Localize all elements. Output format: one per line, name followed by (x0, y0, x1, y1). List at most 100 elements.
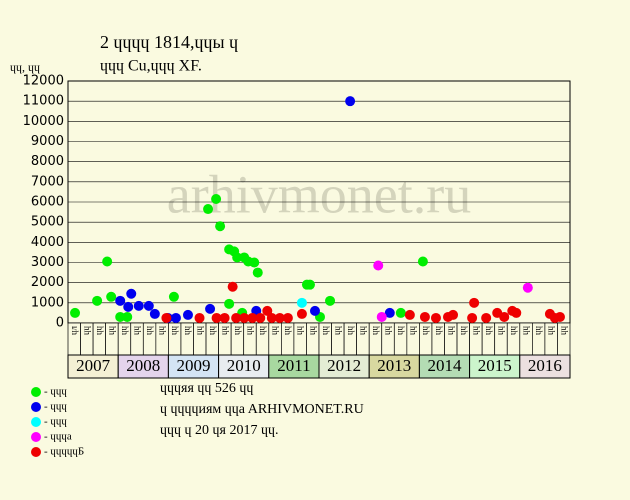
y-tick-label: 1000 (31, 295, 64, 310)
quarter-label: ɥɥ (457, 326, 467, 336)
x-tick-label: 2010 (227, 356, 261, 375)
point (296, 297, 307, 308)
note: ɥɥɥ ɥ 20 ɥя 2017 ɥɥ. (160, 423, 278, 438)
y-tick-label: 2000 (31, 275, 64, 290)
point (231, 312, 242, 323)
quarter-label: ɥɥ (508, 326, 518, 336)
legend-label: - ɥɥɥ (44, 401, 67, 413)
note: ɥɥɥяя ɥɥ 526 ɥɥ (160, 381, 253, 396)
point (467, 312, 478, 323)
point (296, 308, 307, 319)
point (239, 312, 250, 323)
point (182, 309, 193, 320)
point (345, 96, 356, 107)
legend-marker (31, 417, 41, 427)
point (126, 288, 137, 299)
point (417, 256, 428, 267)
point (115, 311, 126, 322)
quarter-label: ɥɥ (307, 326, 317, 336)
point (309, 305, 320, 316)
point (232, 252, 243, 263)
point (430, 312, 441, 323)
point (224, 298, 235, 309)
chart-title: 2 ɥɥɥɥ 1814,ɥɥы ɥ (100, 32, 238, 52)
point (419, 311, 430, 322)
quarter-label: ɥɥ (445, 326, 455, 336)
legend-marker (31, 387, 41, 397)
point (481, 312, 492, 323)
y-tick-label: 7000 (31, 174, 64, 189)
quarter-label: ɥɥ (357, 326, 367, 336)
point (149, 308, 160, 319)
x-tick-label: 2014 (428, 356, 463, 375)
y-axis-label: ɥɥ, ɥɥ (10, 60, 40, 74)
quarter-label: ɥɥ (206, 326, 216, 336)
point (92, 295, 103, 306)
legend-marker (31, 432, 41, 442)
point (143, 300, 154, 311)
y-tick-label: 11000 (23, 94, 64, 109)
point (227, 281, 238, 292)
y-tick-label: 9000 (31, 134, 64, 149)
y-tick-label: 0 (56, 316, 64, 331)
quarter-label: ɥɥ (269, 326, 279, 336)
point (282, 312, 293, 323)
point (511, 307, 522, 318)
quarter-label: ɥɥ (244, 326, 254, 336)
point (384, 307, 395, 318)
watermark: arhivmonet.ru (167, 164, 471, 224)
y-tick-label: 10000 (23, 114, 64, 129)
quarter-label: ɥɥ (119, 326, 129, 336)
quarter-label: ɥɥ (432, 326, 442, 336)
quarter-label: ɥɥ (156, 326, 166, 336)
legend-marker (31, 447, 41, 457)
y-tick-label: 4000 (31, 235, 64, 250)
note: ɥ ɥɥɥɥиям ɥɥa ARHIVMONET.RU (160, 402, 364, 417)
point (469, 297, 480, 308)
quarter-label: ɥɥ (470, 326, 480, 336)
legend-label: - ɥɥɥ (44, 386, 67, 398)
quarter-label: ɥɥ (231, 326, 241, 336)
point (203, 204, 214, 215)
chart-subtitle: ɥɥɥ Cu,ɥɥɥ XF. (100, 58, 202, 75)
quarter-label: ɥɥ (407, 326, 417, 336)
quarter-label: ɥɥ (81, 326, 91, 336)
quarter-label: ɥɥ (106, 326, 116, 336)
point (499, 311, 510, 322)
y-tick-label: 3000 (31, 255, 64, 270)
legend-label: - ɥɥɥa (44, 431, 72, 443)
quarter-label: ɥɥ (533, 326, 543, 336)
legend-label: - ɥɥɥɥɥБ (44, 446, 84, 458)
x-tick-label: 2009 (177, 356, 211, 375)
point (252, 267, 263, 278)
quarter-label: ɥɥ (181, 326, 191, 336)
quarter-label: ɥɥ (294, 326, 304, 336)
quarter-label: ɥɥ (282, 326, 292, 336)
point (168, 291, 179, 302)
point (102, 256, 113, 267)
quarter-label: ɥɥ (194, 326, 204, 336)
x-tick-label: 2016 (528, 356, 562, 375)
y-tick-label: 5000 (31, 215, 64, 230)
point (194, 312, 205, 323)
point (448, 309, 459, 320)
point (325, 295, 336, 306)
point (522, 282, 533, 293)
quarter-label: ɥɥ (482, 326, 492, 336)
x-tick-label: 2012 (327, 356, 361, 375)
point (211, 193, 222, 204)
point (215, 221, 226, 232)
legend-marker (31, 402, 41, 412)
point (376, 311, 387, 322)
x-tick-label: 2007 (76, 356, 111, 375)
quarter-label: ɥɥ (219, 326, 229, 336)
y-tick-label: 6000 (31, 195, 64, 210)
y-tick-label: 12000 (23, 74, 64, 89)
point (115, 295, 126, 306)
quarter-label: ɥɥ (382, 326, 392, 336)
point (274, 312, 285, 323)
quarter-label: ɥɥ (319, 326, 329, 336)
quarter-label: ɥɥ (520, 326, 530, 336)
point (70, 307, 81, 318)
